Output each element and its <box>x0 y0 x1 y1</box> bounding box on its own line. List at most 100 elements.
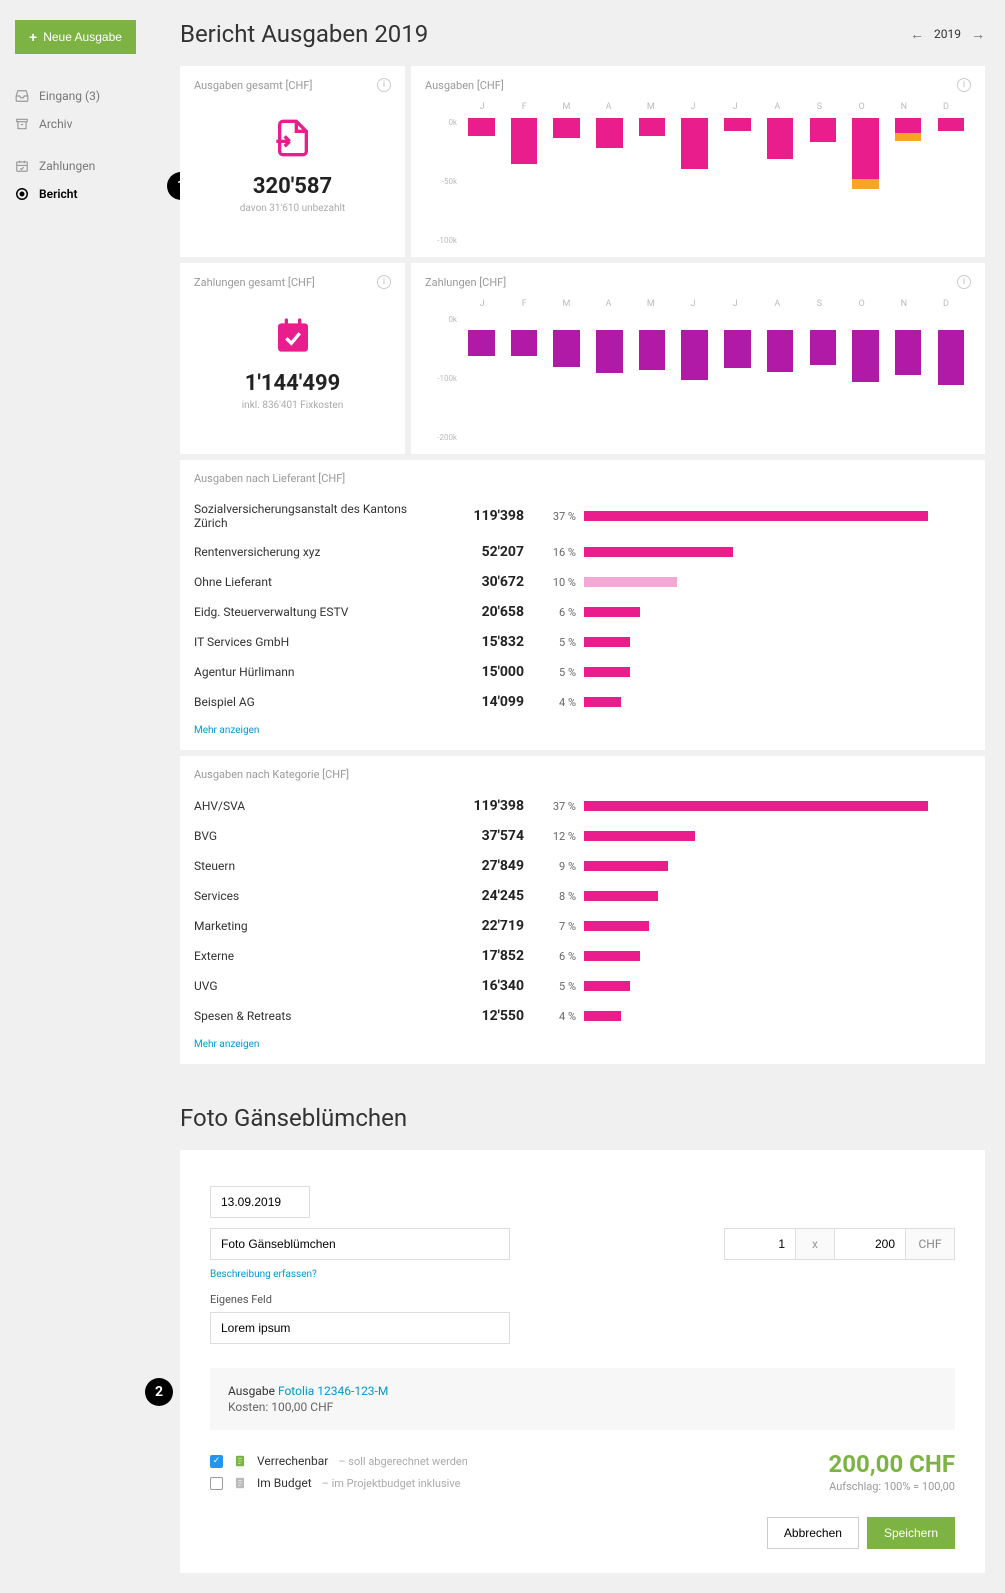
chart-card: Zahlungen [CHF] i JFMAMJJASOND 0k-100k-2… <box>411 263 985 454</box>
list-row: Rentenversicherung xyz 52'207 16 % <box>194 537 971 567</box>
row-percent: 4 % <box>524 696 584 709</box>
row-value: 22'719 <box>434 918 524 934</box>
chart-bar <box>888 118 929 245</box>
year-next-arrow[interactable]: → <box>971 26 985 43</box>
form-title: Foto Gänseblümchen <box>180 1104 985 1132</box>
chart-bar <box>674 118 715 245</box>
list-title: Ausgaben nach Kategorie [CHF] <box>194 768 971 781</box>
row-value: 14'099 <box>434 694 524 710</box>
list-row: Steuern 27'849 9 % <box>194 851 971 881</box>
card-title: Zahlungen gesamt [CHF] <box>194 276 315 289</box>
custom-field-label: Eigenes Feld <box>210 1293 955 1306</box>
row-percent: 4 % <box>524 1010 584 1023</box>
row-bar <box>584 891 658 901</box>
list-card: Ausgaben nach Lieferant [CHF] Sozialvers… <box>180 460 985 750</box>
row-value: 52'207 <box>434 544 524 560</box>
info-icon[interactable]: i <box>957 275 971 289</box>
row-bar <box>584 547 733 557</box>
sidebar-item-inbox[interactable]: Eingang (3) <box>15 82 165 110</box>
row-percent: 16 % <box>524 546 584 559</box>
row-percent: 5 % <box>524 666 584 679</box>
sidebar-item-archive[interactable]: Archiv <box>15 110 165 138</box>
chart-bar <box>461 315 502 442</box>
list-row: BVG 37'574 12 % <box>194 821 971 851</box>
document-icon <box>233 1476 247 1490</box>
stat-value: 1'144'499 <box>194 371 391 396</box>
stat-subtitle: inkl. 836'401 Fixkosten <box>194 400 391 411</box>
chart-bar <box>802 315 843 442</box>
row-bar <box>584 831 695 841</box>
info-icon[interactable]: i <box>957 78 971 92</box>
quantity-input[interactable] <box>724 1228 796 1260</box>
list-row: Sozialversicherungsanstalt des Kantons Z… <box>194 495 971 537</box>
row-name: IT Services GmbH <box>194 635 434 649</box>
row-percent: 37 % <box>524 510 584 523</box>
show-more-link[interactable]: Mehr anzeigen <box>194 1039 971 1050</box>
row-bar <box>584 667 630 677</box>
price-input[interactable] <box>834 1228 906 1260</box>
row-percent: 37 % <box>524 800 584 813</box>
sidebar-item-report[interactable]: Bericht1 <box>15 180 165 208</box>
row-value: 119'398 <box>434 798 524 814</box>
row-value: 30'672 <box>434 574 524 590</box>
row-name: AHV/SVA <box>194 799 434 813</box>
row-name: Services <box>194 889 434 903</box>
checkbox[interactable]: ✓ <box>210 1455 223 1468</box>
sidebar-item-payments[interactable]: Zahlungen <box>15 152 165 180</box>
row-value: 20'658 <box>434 604 524 620</box>
cancel-button[interactable]: Abbrechen <box>767 1517 859 1549</box>
list-title: Ausgaben nach Lieferant [CHF] <box>194 472 971 485</box>
show-more-link[interactable]: Mehr anzeigen <box>194 725 971 736</box>
row-name: Steuern <box>194 859 434 873</box>
save-button[interactable]: Speichern <box>867 1517 955 1549</box>
row-percent: 6 % <box>524 950 584 963</box>
custom-field-input[interactable] <box>210 1312 510 1344</box>
name-input[interactable] <box>210 1228 510 1260</box>
page-title: Bericht Ausgaben 2019 <box>180 20 428 48</box>
bar-chart: JFMAMJJASOND 0k-100k-200k <box>425 297 971 442</box>
chart-bar <box>845 315 886 442</box>
stat-card: Ausgaben gesamt [CHF] i 320'587 davon 31… <box>180 66 405 257</box>
year-label: 2019 <box>934 27 961 41</box>
info-icon[interactable]: i <box>377 275 391 289</box>
page-header: Bericht Ausgaben 2019 ← 2019 → <box>180 20 985 48</box>
report-icon <box>15 187 29 201</box>
card-title: Ausgaben gesamt [CHF] <box>194 79 312 92</box>
new-expense-button[interactable]: + Neue Ausgabe <box>15 20 136 54</box>
expense-link[interactable]: Fotolia 12346-123-M <box>278 1384 388 1398</box>
date-input[interactable] <box>210 1186 310 1218</box>
chart-bar <box>930 315 971 442</box>
checkbox-sublabel: – im Projektbudget inklusive <box>322 1477 461 1490</box>
row-name: Rentenversicherung xyz <box>194 545 434 559</box>
row-bar <box>584 981 630 991</box>
linked-expense-box: 2 Ausgabe Fotolia 12346-123-M Kosten: 10… <box>210 1368 955 1430</box>
row-percent: 5 % <box>524 636 584 649</box>
row-name: BVG <box>194 829 434 843</box>
row-bar <box>584 607 640 617</box>
row-value: 17'852 <box>434 948 524 964</box>
row-bar <box>584 921 649 931</box>
row-bar <box>584 951 640 961</box>
row-name: Ohne Lieferant <box>194 575 434 589</box>
row-percent: 5 % <box>524 980 584 993</box>
year-prev-arrow[interactable]: ← <box>910 26 924 43</box>
currency-label: CHF <box>905 1228 955 1260</box>
bar-chart: JFMAMJJASOND 0k-50k-100k <box>425 100 971 245</box>
list-row: UVG 16'340 5 % <box>194 971 971 1001</box>
info-icon[interactable]: i <box>377 78 391 92</box>
list-row: Eidg. Steuerverwaltung ESTV 20'658 6 % <box>194 597 971 627</box>
row-value: 12'550 <box>434 1008 524 1024</box>
chart-bar <box>760 315 801 442</box>
checkbox-label: Im Budget <box>257 1476 312 1490</box>
add-description-link[interactable]: Beschreibung erfassen? <box>210 1269 317 1280</box>
checkbox[interactable] <box>210 1477 223 1490</box>
year-navigator: ← 2019 → <box>910 26 985 43</box>
list-row: Spesen & Retreats 12'550 4 % <box>194 1001 971 1031</box>
row-name: Beispiel AG <box>194 695 434 709</box>
row-name: Eidg. Steuerverwaltung ESTV <box>194 605 434 619</box>
row-name: Spesen & Retreats <box>194 1009 434 1023</box>
list-row: Externe 17'852 6 % <box>194 941 971 971</box>
row-bar <box>584 637 630 647</box>
row-bar <box>584 1011 621 1021</box>
chart-bar <box>717 118 758 245</box>
